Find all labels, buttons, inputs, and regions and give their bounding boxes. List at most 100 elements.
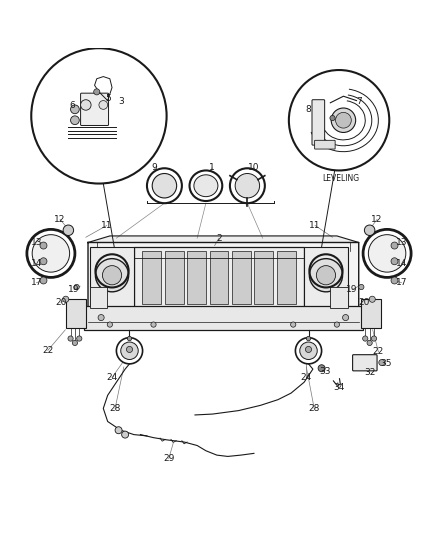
Circle shape [343,314,349,321]
Text: 34: 34 [333,383,345,392]
Bar [90,247,134,308]
Text: 5: 5 [105,94,110,103]
Circle shape [107,322,113,327]
Circle shape [40,277,47,284]
Circle shape [40,258,47,265]
Text: 29: 29 [163,454,174,463]
Polygon shape [84,243,363,330]
Circle shape [363,229,411,277]
Text: 35: 35 [380,359,392,368]
Bar [84,306,363,330]
Polygon shape [88,236,359,243]
Circle shape [121,342,138,359]
Circle shape [102,265,122,285]
Circle shape [391,242,398,249]
Circle shape [230,168,265,203]
Text: 22: 22 [373,347,384,356]
Text: 28: 28 [110,404,121,413]
Circle shape [290,322,296,327]
Circle shape [31,48,166,183]
Text: 1: 1 [209,163,215,172]
Circle shape [151,322,156,327]
Text: 10: 10 [248,163,260,172]
Circle shape [147,168,182,203]
Bar [209,251,229,304]
Circle shape [367,340,372,345]
Bar [142,251,161,304]
Bar [277,251,296,304]
Bar [187,251,206,304]
Bar [254,251,273,304]
Circle shape [117,338,143,364]
Bar [330,287,348,308]
Circle shape [334,322,339,327]
Text: 3: 3 [118,98,124,107]
Ellipse shape [194,175,218,197]
Circle shape [306,336,311,341]
Text: 2: 2 [216,233,222,243]
Circle shape [63,296,69,302]
Circle shape [77,336,82,341]
Circle shape [318,365,325,372]
Circle shape [94,89,100,95]
Bar [361,299,381,328]
Text: 8: 8 [306,105,311,114]
Text: 13: 13 [396,238,407,247]
Circle shape [316,265,336,285]
Circle shape [99,101,108,109]
FancyBboxPatch shape [353,354,377,371]
Circle shape [295,338,321,364]
Text: 22: 22 [42,346,53,355]
Circle shape [305,346,311,352]
Bar [165,251,184,304]
Circle shape [71,105,79,114]
Circle shape [368,235,406,272]
Text: 12: 12 [371,215,383,224]
Text: 24: 24 [106,373,118,382]
Text: 28: 28 [308,404,320,413]
Bar [90,287,107,308]
Circle shape [72,340,78,345]
Text: 14: 14 [396,259,407,268]
Text: 19: 19 [346,285,358,294]
Circle shape [74,285,79,289]
Bar [232,251,251,304]
Circle shape [371,336,377,341]
Circle shape [95,259,129,292]
Circle shape [289,70,389,171]
Bar [66,299,86,328]
Text: 24: 24 [301,373,312,382]
Circle shape [32,235,70,272]
Circle shape [71,116,79,125]
Text: 17: 17 [31,278,42,287]
Text: 9: 9 [152,163,157,172]
Text: 11: 11 [309,221,321,230]
Circle shape [363,336,368,341]
Circle shape [336,112,351,128]
Circle shape [300,342,317,359]
Circle shape [115,427,122,434]
Circle shape [40,242,47,249]
Circle shape [364,225,375,236]
Circle shape [81,100,91,110]
Text: 20: 20 [55,298,67,307]
Text: 19: 19 [68,285,80,294]
FancyBboxPatch shape [81,93,109,125]
FancyBboxPatch shape [314,140,335,149]
Ellipse shape [190,171,222,201]
Text: LEVELING: LEVELING [323,174,360,183]
Circle shape [98,314,104,321]
Text: 20: 20 [358,298,370,307]
Circle shape [331,108,356,133]
Bar [304,247,348,308]
Text: 14: 14 [31,259,42,268]
FancyBboxPatch shape [312,100,325,145]
Circle shape [127,336,132,341]
Circle shape [330,116,335,120]
Circle shape [369,296,375,302]
Text: 17: 17 [396,278,407,287]
Circle shape [391,277,398,284]
Text: 7: 7 [356,97,362,106]
Circle shape [309,259,343,292]
Circle shape [68,336,73,341]
